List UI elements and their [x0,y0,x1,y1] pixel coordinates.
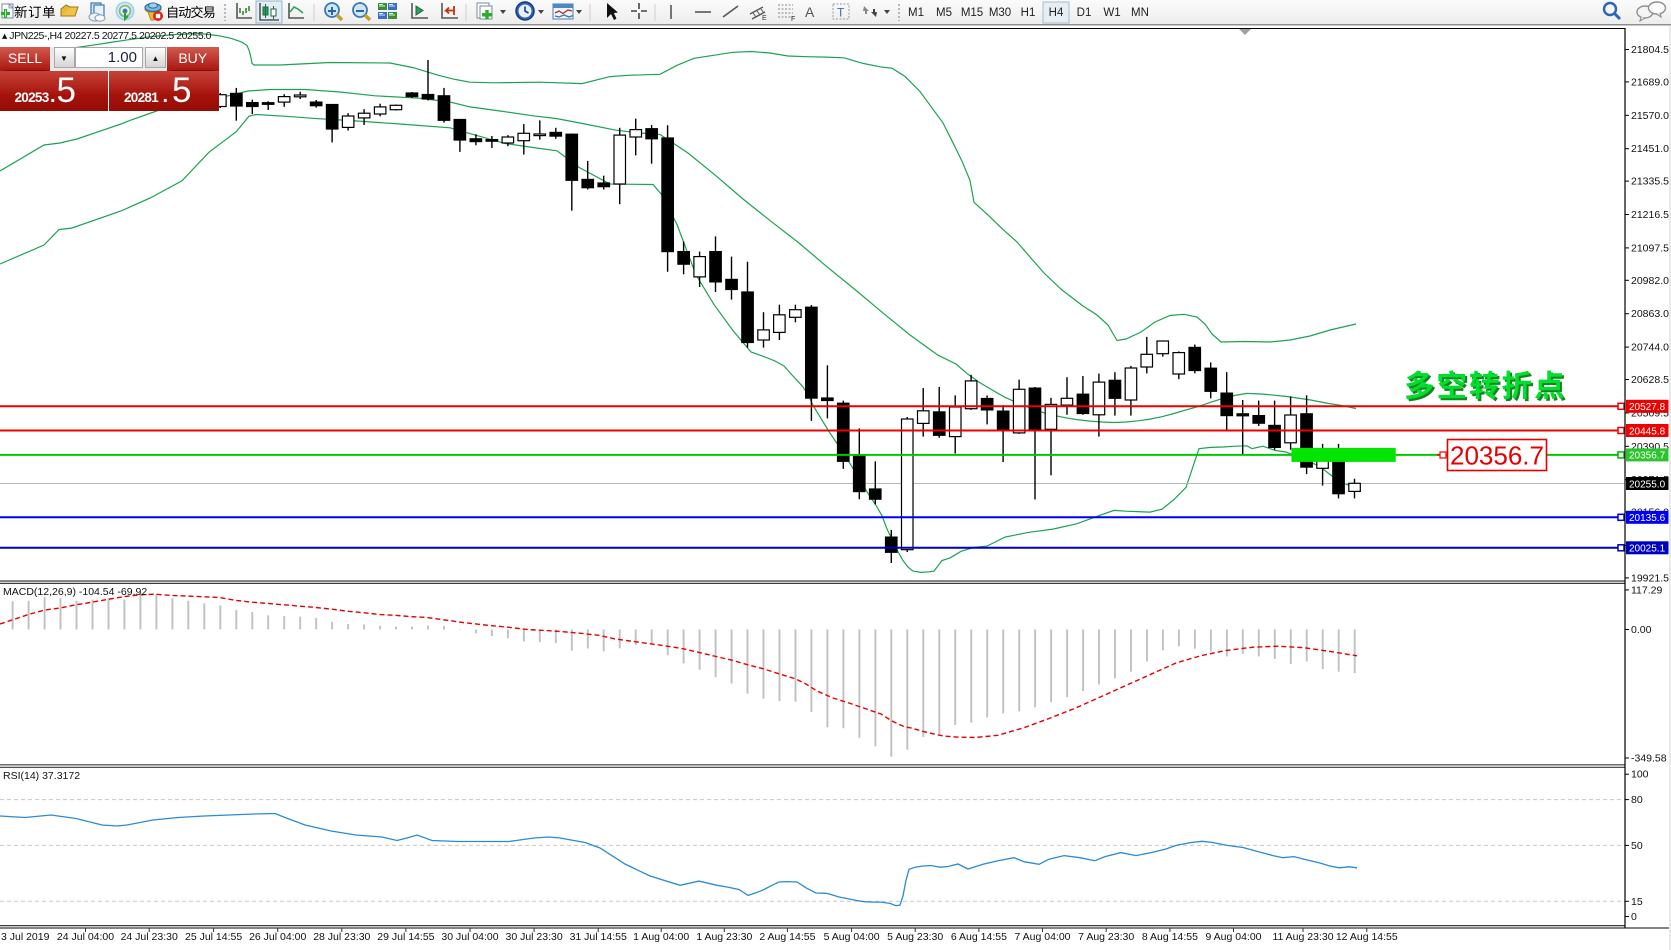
svg-text:11 Aug 23:30: 11 Aug 23:30 [1272,931,1333,943]
svg-text:2 Aug 14:55: 2 Aug 14:55 [759,931,815,943]
svg-text:M1: M1 [908,7,924,19]
svg-text:20527.8: 20527.8 [1629,402,1666,413]
svg-text:21570.0: 21570.0 [1631,110,1669,122]
svg-text:8 Aug 14:55: 8 Aug 14:55 [1142,931,1198,943]
svg-text:-349.58: -349.58 [1631,753,1667,765]
svg-text:12 Aug 14:55: 12 Aug 14:55 [1336,931,1398,943]
svg-text:20628.5: 20628.5 [1631,374,1669,386]
svg-text:7 Aug 23:30: 7 Aug 23:30 [1078,931,1134,943]
svg-text:21804.5: 21804.5 [1631,44,1669,56]
svg-text:20356.7: 20356.7 [1450,441,1544,471]
svg-text:50: 50 [1631,840,1643,852]
svg-text:W1: W1 [1103,7,1120,19]
svg-text:5 Aug 04:00: 5 Aug 04:00 [824,931,880,943]
svg-text:RSI(14) 37.3172: RSI(14) 37.3172 [3,770,80,782]
svg-text:5 Aug 23:30: 5 Aug 23:30 [887,931,943,943]
svg-text:20744.0: 20744.0 [1631,342,1669,354]
svg-text:21335.5: 21335.5 [1631,176,1669,188]
svg-text:3 Jul 2019: 3 Jul 2019 [1,931,50,943]
svg-text:24 Jul 23:30: 24 Jul 23:30 [121,931,178,943]
svg-text:20356.7: 20356.7 [1629,451,1666,462]
svg-text:30 Jul 23:30: 30 Jul 23:30 [505,931,562,943]
svg-text:21097.5: 21097.5 [1631,242,1669,254]
svg-text:T: T [837,6,845,20]
svg-text:A: A [805,4,815,20]
svg-text:80: 80 [1631,794,1643,806]
svg-text:29 Jul 14:55: 29 Jul 14:55 [377,931,434,943]
svg-text:19921.5: 19921.5 [1631,572,1669,584]
svg-text:20025.1: 20025.1 [1629,544,1666,555]
svg-text:1 Aug 04:00: 1 Aug 04:00 [633,931,689,943]
svg-text:9 Aug 04:00: 9 Aug 04:00 [1205,931,1261,943]
svg-text:0.00: 0.00 [1631,624,1652,636]
svg-text:26 Jul 04:00: 26 Jul 04:00 [249,931,306,943]
svg-text:F: F [791,16,795,23]
svg-text:30 Jul 04:00: 30 Jul 04:00 [441,931,498,943]
svg-text:20255.0: 20255.0 [1629,479,1666,490]
svg-text:28 Jul 23:30: 28 Jul 23:30 [313,931,370,943]
svg-text:100: 100 [1631,769,1649,781]
svg-text:M15: M15 [961,7,983,19]
svg-text:20135.6: 20135.6 [1629,513,1666,524]
svg-text:21216.5: 21216.5 [1631,209,1669,221]
svg-text:20863.0: 20863.0 [1631,308,1669,320]
svg-text:24 Jul 04:00: 24 Jul 04:00 [57,931,114,943]
svg-text:E: E [762,15,767,22]
svg-text:MN: MN [1131,7,1149,19]
svg-text:15: 15 [1631,896,1643,908]
svg-text:M30: M30 [989,7,1011,19]
svg-text:M5: M5 [936,7,952,19]
svg-text:20445.8: 20445.8 [1629,426,1666,437]
svg-text:0: 0 [1631,911,1637,923]
svg-text:H1: H1 [1021,7,1036,19]
svg-text:H4: H4 [1049,7,1064,19]
svg-text:117.29: 117.29 [1631,584,1662,596]
svg-text:21451.0: 21451.0 [1631,143,1669,155]
svg-text:▴ JPN225-,H4 20227.5 20277.5: ▴ JPN225-,H4 20227.5 20277.5 20202.5 202… [2,30,212,42]
svg-text:6 Aug 14:55: 6 Aug 14:55 [951,931,1007,943]
svg-text:D1: D1 [1077,7,1092,19]
svg-text:1 Aug 23:30: 1 Aug 23:30 [696,931,752,943]
svg-text:31 Jul 14:55: 31 Jul 14:55 [570,931,627,943]
svg-text:25 Jul 14:55: 25 Jul 14:55 [185,931,242,943]
svg-text:MACD(12,26,9) -104.54 -69.92: MACD(12,26,9) -104.54 -69.92 [3,586,147,598]
svg-text:21689.0: 21689.0 [1631,76,1669,88]
svg-text:7 Aug 04:00: 7 Aug 04:00 [1014,931,1070,943]
svg-text:20982.0: 20982.0 [1631,275,1669,287]
